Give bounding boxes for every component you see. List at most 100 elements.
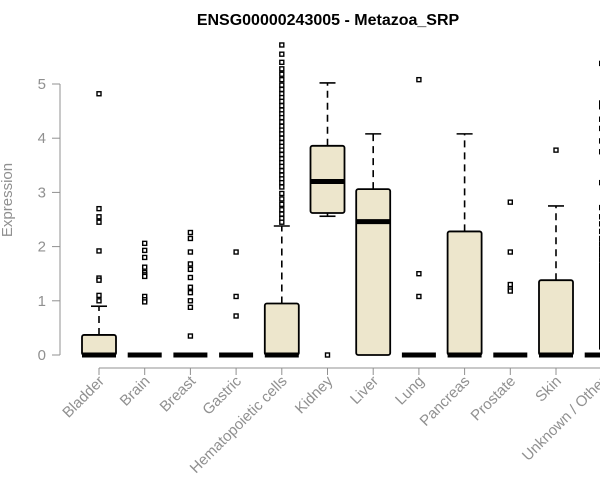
outlier-point — [141, 247, 148, 254]
outlier-point — [279, 135, 285, 141]
outlier-point — [279, 211, 285, 217]
outlier-point — [279, 190, 285, 197]
outlier-point — [279, 201, 285, 208]
y-axis-label: Expression — [0, 163, 16, 237]
outlier-point — [187, 229, 194, 236]
box-group — [493, 199, 528, 358]
outlier-point — [96, 91, 102, 97]
box-body — [446, 230, 483, 356]
outlier-point — [279, 71, 285, 77]
y-tick-label: 4 — [38, 130, 46, 147]
outlier-point — [279, 51, 285, 57]
box-group — [263, 42, 300, 358]
outlier-point — [507, 281, 513, 288]
x-tick-label: Pancreas — [417, 373, 474, 430]
outlier-point — [141, 240, 148, 247]
outlier-point — [279, 119, 285, 125]
outlier-point — [187, 274, 194, 281]
x-tick-label: Lung — [392, 373, 428, 409]
box-group — [127, 240, 162, 358]
outlier-point — [324, 352, 331, 358]
outlier-point — [279, 184, 285, 190]
box-group — [309, 82, 346, 358]
box-body — [538, 279, 574, 356]
outlier-point — [96, 277, 102, 283]
outlier-point — [96, 214, 102, 220]
outlier-point — [279, 131, 285, 137]
outlier-point — [187, 261, 194, 267]
outlier-point — [279, 196, 285, 202]
outlier-point — [279, 168, 285, 174]
outlier-point — [279, 114, 285, 121]
x-tick-label: Breast — [157, 372, 200, 415]
y-tick-label: 3 — [38, 184, 46, 201]
outlier-point — [416, 271, 422, 277]
boxes-layer — [81, 42, 600, 358]
outlier-point — [141, 254, 148, 261]
box-group — [446, 133, 483, 358]
y-axis: 0 1 2 3 4 5 — [38, 76, 61, 364]
x-tick-label: Skin — [532, 373, 565, 406]
outlier-point — [96, 298, 102, 304]
outlier-point — [187, 298, 194, 304]
outlier-point — [416, 293, 422, 300]
outlier-point — [233, 313, 239, 319]
y-tick-label: 1 — [38, 293, 46, 310]
y-tick-label: 2 — [38, 239, 46, 256]
box-body — [355, 188, 392, 356]
outlier-point — [279, 66, 285, 72]
x-tick-label: Brain — [117, 373, 154, 410]
x-tick-label: Prostate — [468, 373, 520, 425]
outlier-point — [279, 98, 285, 105]
chart-title: ENSG00000243005 - Metazoa_SRP — [197, 12, 460, 29]
outlier-point — [187, 266, 194, 273]
outlier-point — [553, 147, 559, 153]
x-tick-label: Gastric — [199, 372, 245, 418]
outlier-point — [279, 219, 285, 225]
outlier-point — [141, 264, 148, 270]
outlier-point — [141, 273, 148, 280]
outlier-point — [279, 163, 285, 170]
outlier-point — [233, 293, 239, 300]
outlier-point — [279, 147, 285, 153]
box-group — [355, 133, 392, 356]
x-tick-label: Bladder — [59, 373, 108, 422]
box-body — [263, 302, 300, 356]
box-group — [538, 147, 574, 358]
outlier-point — [507, 199, 513, 205]
outlier-point — [96, 205, 102, 212]
x-tick-label: Liver — [347, 373, 382, 408]
box-group — [219, 249, 254, 358]
outlier-point — [279, 42, 285, 48]
outlier-point — [187, 304, 194, 311]
outlier-point — [279, 82, 285, 88]
outlier-point — [279, 207, 285, 213]
box-group — [173, 229, 208, 358]
outlier-point — [279, 151, 285, 158]
outlier-point — [187, 284, 194, 290]
y-tick-label: 5 — [38, 76, 46, 93]
outlier-point — [279, 59, 285, 66]
outlier-point — [96, 219, 102, 225]
outlier-point — [507, 249, 513, 255]
outlier-point — [233, 249, 239, 255]
outlier-point — [141, 299, 148, 305]
outlier-point — [279, 86, 285, 93]
outlier-point — [187, 235, 194, 242]
x-tick-label: Kidney — [292, 372, 337, 417]
outlier-point — [279, 102, 285, 109]
outlier-point — [187, 333, 194, 339]
outlier-point — [96, 248, 102, 254]
outlier-point — [507, 288, 513, 294]
outlier-point — [279, 76, 285, 83]
outlier-point — [187, 289, 194, 296]
outlier-point — [416, 76, 422, 83]
box-group — [81, 91, 117, 358]
outlier-point — [279, 179, 285, 186]
box-body — [81, 334, 117, 356]
box-group — [584, 60, 600, 358]
outlier-point — [187, 249, 194, 255]
y-tick-label: 0 — [38, 347, 46, 364]
